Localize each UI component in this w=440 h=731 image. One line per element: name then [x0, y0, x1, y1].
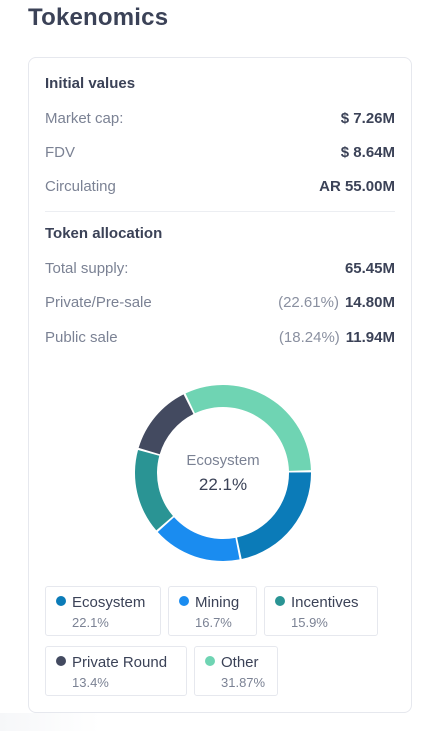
initial-values-title: Initial values	[45, 75, 136, 92]
legend-value-mining: 16.7%	[195, 615, 232, 630]
donut-slice-other[interactable]	[185, 385, 311, 471]
donut-center-value: 22.1%	[198, 474, 248, 494]
public-sale-row: Public sale (18.24%) 11.94M	[45, 329, 395, 351]
legend-dot-incentives	[275, 596, 285, 606]
legend-dot-other	[205, 656, 215, 666]
public-sale-amount: 11.94M	[345, 329, 395, 346]
legend-value-ecosystem: 22.1%	[72, 615, 109, 630]
legend-name-incentives: Incentives	[291, 594, 359, 611]
fdv-value: $ 8.64M	[340, 144, 395, 161]
allocation-donut-chart: Ecosystem 22.1%	[133, 383, 313, 563]
legend-item-private-round[interactable]: Private Round 13.4%	[45, 646, 187, 696]
circulating-label: Circulating	[45, 178, 116, 195]
legend-dot-ecosystem	[56, 596, 66, 606]
total-supply-amount: 65.45M	[344, 260, 395, 277]
donut-svg	[135, 385, 311, 561]
legend-item-other[interactable]: Other 31.87%	[194, 646, 278, 696]
private-presale-value: (22.61%) 14.80M	[278, 294, 395, 311]
fdv-label: FDV	[45, 144, 75, 161]
section-divider	[45, 211, 395, 212]
donut-center: Ecosystem 22.1%	[133, 383, 313, 563]
total-supply-value: 65.45M	[339, 260, 395, 277]
legend-value-other: 31.87%	[221, 675, 266, 690]
fdv-row: FDV $ 8.64M	[45, 144, 395, 166]
legend-item-ecosystem[interactable]: Ecosystem 22.1%	[45, 586, 161, 636]
legend-name-ecosystem: Ecosystem	[72, 594, 146, 611]
donut-slice-mining[interactable]	[157, 517, 240, 561]
legend-dot-mining	[179, 596, 189, 606]
private-presale-row: Private/Pre-sale (22.61%) 14.80M	[45, 294, 395, 316]
circulating-value: AR 55.00M	[319, 178, 395, 195]
legend-value-incentives: 15.9%	[291, 615, 328, 630]
legend-name-private-round: Private Round	[72, 654, 168, 671]
donut-slice-ecosystem[interactable]	[237, 472, 311, 559]
total-supply-label: Total supply:	[45, 260, 129, 277]
legend-dot-private-round	[56, 656, 66, 666]
donut-slice-private-round[interactable]	[138, 394, 194, 455]
donut-slice-incentives[interactable]	[135, 450, 173, 531]
legend-name-mining: Mining	[195, 594, 240, 611]
donut-center-label: Ecosystem	[186, 451, 260, 469]
legend-value-private-round: 13.4%	[72, 675, 109, 690]
private-presale-label: Private/Pre-sale	[45, 294, 152, 311]
bottom-shadow	[0, 713, 100, 731]
public-sale-label: Public sale	[45, 329, 118, 346]
private-presale-amount: 14.80M	[344, 294, 395, 311]
public-sale-value: (18.24%) 11.94M	[279, 329, 395, 346]
tokenomics-card: Initial values Market cap: $ 7.26M FDV $…	[28, 57, 412, 713]
total-supply-row: Total supply: 65.45M	[45, 260, 395, 282]
circulating-row: Circulating AR 55.00M	[45, 178, 395, 200]
public-sale-pct: (18.24%)	[278, 329, 340, 346]
legend-name-other: Other	[221, 654, 259, 671]
legend-item-incentives[interactable]: Incentives 15.9%	[264, 586, 378, 636]
market-cap-value: $ 7.26M	[340, 110, 395, 127]
market-cap-label: Market cap:	[45, 110, 124, 127]
page-title: Tokenomics	[28, 4, 169, 31]
token-allocation-title: Token allocation	[45, 225, 163, 242]
legend-item-mining[interactable]: Mining 16.7%	[168, 586, 257, 636]
market-cap-row: Market cap: $ 7.26M	[45, 110, 395, 132]
private-presale-pct: (22.61%)	[278, 294, 339, 311]
